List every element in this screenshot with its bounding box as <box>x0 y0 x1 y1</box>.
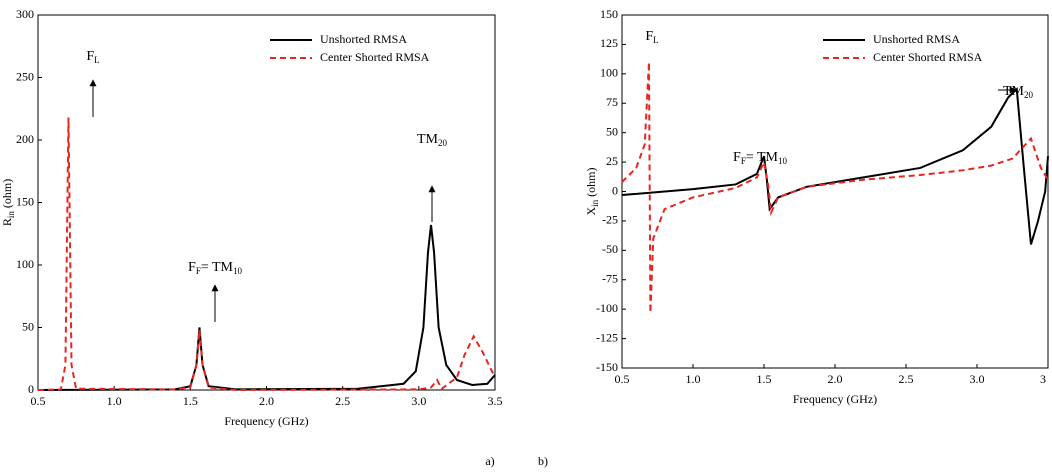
y-tick-label: 75 <box>606 95 618 109</box>
plot-frame <box>621 14 1049 369</box>
annotation-part: 20 <box>438 138 448 148</box>
x-tick-label: 1.0 <box>107 394 122 408</box>
y-tick-label: -150 <box>596 360 618 374</box>
y-tick-label: -100 <box>596 301 618 315</box>
annotation: FF= TM10 <box>733 150 787 166</box>
y-tick-label: 50 <box>22 319 34 333</box>
x-axis-label: Frequency (GHz) <box>793 392 877 406</box>
y-tick-label: 0 <box>612 183 618 197</box>
annotation-part: = TM <box>746 150 779 165</box>
y-tick-label: -75 <box>602 272 618 286</box>
series-line <box>37 224 496 391</box>
x-axis-label: Frequency (GHz) <box>224 414 308 428</box>
annotation-part: L <box>94 55 100 65</box>
legend-label: Unshorted RMSA <box>320 32 407 46</box>
series-line <box>621 86 1049 245</box>
annotation-part: F <box>741 156 746 166</box>
x-tick-label: 3.5 <box>488 394 503 408</box>
x-tick-label: 3.0 <box>411 394 426 408</box>
x-tick-label: 2.5 <box>335 394 350 408</box>
annotation-part: F <box>188 260 196 275</box>
x-tick-label: 2.5 <box>899 372 914 386</box>
annotation-part: TM <box>1003 84 1025 99</box>
annotation-part: L <box>653 35 659 45</box>
legend-label: Center Shorted RMSA <box>320 50 430 64</box>
y-axis-label-part: (ohm) <box>0 179 14 211</box>
x-tick-label: 2.0 <box>828 372 843 386</box>
caption: a) <box>485 454 494 468</box>
annotation-part: 20 <box>1024 90 1034 100</box>
series-line <box>37 117 496 392</box>
y-tick-label: 300 <box>16 7 34 21</box>
y-axis-label-part: R <box>0 218 14 226</box>
annotation: FL <box>645 29 658 45</box>
x-tick-label: 2.0 <box>259 394 274 408</box>
annotation: FF= TM10 <box>188 260 242 276</box>
annotation: TM20 <box>417 132 448 148</box>
annotation-part: TM <box>417 132 439 147</box>
x-tick-label: 0.5 <box>31 394 46 408</box>
y-axis-label-part: X <box>584 207 598 216</box>
annotation-part: F <box>196 266 201 276</box>
y-tick-label: 100 <box>600 66 618 80</box>
legend-label: Center Shorted RMSA <box>873 50 983 64</box>
annotation-part: 10 <box>778 156 788 166</box>
y-axis-label-part: in <box>6 211 16 219</box>
annotation: TM20 <box>1003 84 1034 100</box>
caption: b) <box>538 454 548 468</box>
x-tick-label: 0.5 <box>615 372 630 386</box>
y-tick-label: 100 <box>16 257 34 271</box>
y-axis-label-part: in <box>590 199 600 207</box>
y-tick-label: 25 <box>606 154 618 168</box>
y-tick-label: 200 <box>16 132 34 146</box>
y-tick-label: -50 <box>602 242 618 256</box>
y-tick-label: 150 <box>16 194 34 208</box>
x-tick-label: 1.0 <box>686 372 701 386</box>
annotation-part: = TM <box>201 260 234 275</box>
annotation-part: F <box>645 29 653 44</box>
legend-label: Unshorted RMSA <box>873 32 960 46</box>
y-tick-label: 50 <box>606 124 618 138</box>
y-tick-label: -125 <box>596 330 618 344</box>
y-tick-label: 0 <box>28 382 34 396</box>
annotation-part: F <box>86 49 94 64</box>
y-axis-label: Xin (ohm) <box>584 167 600 215</box>
annotation: FL <box>86 49 99 65</box>
y-tick-label: 150 <box>600 7 618 21</box>
y-tick-label: -25 <box>602 213 618 227</box>
y-tick-label: 250 <box>16 69 34 83</box>
annotation-part: F <box>733 150 741 165</box>
x-tick-label: 1.5 <box>757 372 772 386</box>
y-axis-label: Rin (ohm) <box>0 179 16 226</box>
x-tick-label: 3 <box>1040 372 1046 386</box>
x-tick-label: 1.5 <box>183 394 198 408</box>
plot-frame <box>37 14 496 391</box>
y-axis-label-part: (ohm) <box>584 167 598 199</box>
series-line <box>621 62 1049 313</box>
y-tick-label: 125 <box>600 36 618 50</box>
annotation-part: 10 <box>233 266 243 276</box>
x-tick-label: 3.0 <box>970 372 985 386</box>
